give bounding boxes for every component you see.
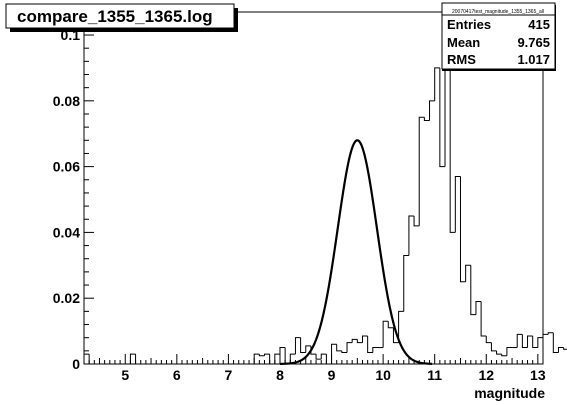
y-tick-label: 0.02 [53,290,80,306]
y-tick-label: 0.04 [53,224,80,240]
histogram-bin [532,336,538,349]
x-tick-label: 7 [225,367,233,383]
histogram-bin [485,336,492,344]
histogram-bin [284,347,291,365]
histogram-bin [516,333,523,348]
histogram-bin [367,336,373,353]
histogram-bin [315,354,322,360]
x-tick-label: 5 [121,367,129,383]
histogram-bin [496,350,502,355]
histogram-bin [423,117,430,122]
histogram-bin [387,321,394,329]
histogram-bin [300,337,306,353]
histogram-bin [542,333,549,338]
plot-frame [83,11,544,365]
histogram-bin [398,310,404,343]
y-tick-label: 0.08 [53,93,80,109]
histogram-bin [521,334,528,349]
x-axis-label: magnitude [474,385,545,401]
histogram-bin [418,116,425,226]
histogram-bin [129,353,136,364]
y-tick-label: 0 [72,356,80,372]
histogram-bin [475,301,482,315]
histogram-bin [557,347,564,353]
histogram-bin [527,335,533,348]
histogram-bin [429,100,435,121]
histogram-bin [264,353,270,356]
histogram-bin [269,354,275,365]
histogram-bin [403,254,409,312]
chart-title: compare_1355_1365.log [17,7,213,26]
histogram-bin [320,353,327,360]
stats-entries-value: 415 [528,17,550,32]
stats-mean-value: 9.765 [517,35,550,50]
histogram-bin [346,342,353,353]
histogram-bin [253,353,260,364]
histogram-bin [537,337,543,348]
x-tick-label: 12 [478,367,494,383]
histogram-bin [274,353,280,364]
histogram-bin [413,215,420,227]
histogram-bin [501,354,507,357]
histogram-bin [83,353,90,364]
x-axis: 5 6 7 8 9 10 11 12 13 [83,354,546,383]
stats-mean-label: Mean [447,35,480,50]
x-tick-label: 11 [427,367,442,383]
histogram-bin [552,332,559,353]
histogram-bin [325,354,332,365]
histogram-bin [506,347,513,356]
x-tick-label: 13 [530,367,546,383]
histogram-bin [392,327,399,344]
x-tick-label: 8 [276,367,284,383]
stats-rms-value: 1.017 [517,52,550,67]
x-tick-label: 6 [173,367,181,383]
histogram-bin [490,342,497,352]
histogram-bin [408,215,415,256]
y-tick-label: 0.06 [53,159,80,175]
histogram-bin [470,265,476,316]
histogram-bin [336,344,342,352]
title-box: compare_1355_1365.log [5,3,238,32]
histogram-bin [382,320,389,348]
y-axis: 00.020.040.060.080.1 [53,21,94,372]
stats-name: 20070417test_magnitude_1355_1365_all [452,9,544,15]
histogram-bin [459,176,466,283]
histogram-bin [135,354,141,365]
histogram-bin [361,335,368,343]
histogram-bin [449,15,456,233]
histogram-bin [372,347,378,353]
fit-layer [279,139,433,366]
histogram-bin [294,337,301,355]
histogram-bin [480,301,487,337]
gaussian-fit-curve [279,139,433,366]
histogram-bin [439,67,446,168]
histogram-bin [351,338,358,343]
histogram-bin [88,354,95,365]
x-tick-label: 10 [375,367,391,383]
x-tick-label: 9 [328,367,336,383]
histogram-bin [331,343,337,364]
stats-box: 20070417test_magnitude_1355_1365_all Ent… [441,2,556,71]
stats-rms-label: RMS [447,52,476,67]
histogram-bin [356,339,363,344]
histogram-bin [547,332,554,335]
stats-entries-label: Entries [447,17,491,32]
histogram-bin [279,347,286,355]
histogram-bin [563,347,567,350]
histogram-bin [258,354,265,357]
histogram-bin [434,67,440,101]
histogram-bin [341,350,348,353]
histogram-bin [454,175,461,233]
histogram-bin [465,264,471,282]
histogram-bin [305,345,311,353]
